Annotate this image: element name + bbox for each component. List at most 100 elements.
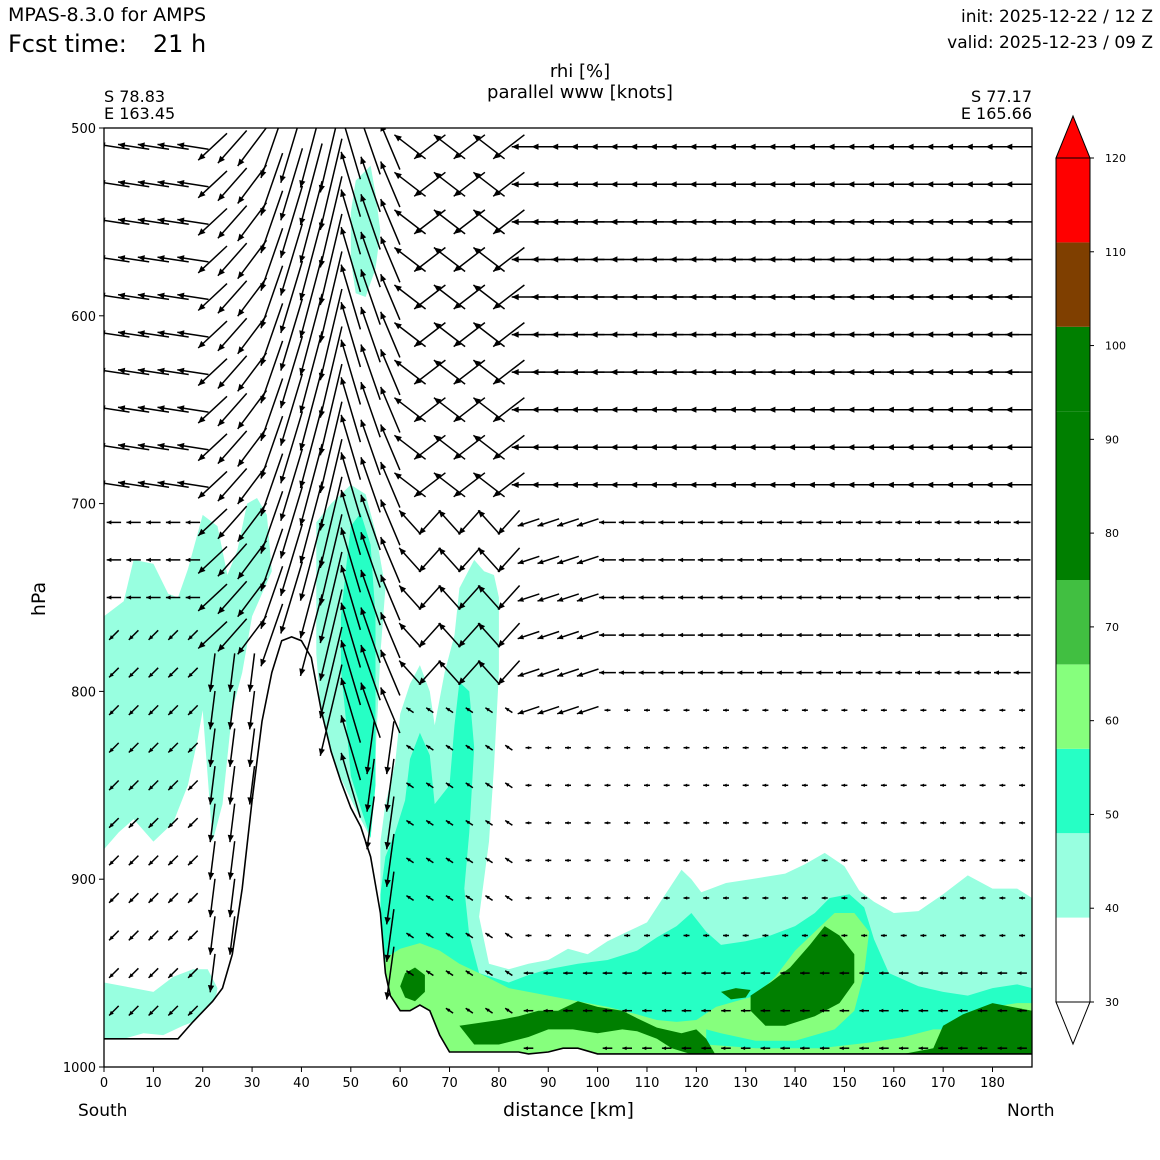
wind-vector-head bbox=[801, 933, 806, 938]
wind-vector-head bbox=[906, 293, 914, 301]
wind-vector-head bbox=[618, 520, 624, 525]
wind-vector bbox=[237, 314, 268, 355]
colorbar-segment bbox=[1056, 242, 1090, 327]
wind-vector-head bbox=[959, 896, 964, 900]
wind-vector-head bbox=[299, 555, 306, 564]
wind-vector-head bbox=[599, 632, 605, 638]
wind-vector-head bbox=[118, 367, 126, 374]
wind-vector-head bbox=[414, 452, 422, 460]
wind-vector-head bbox=[604, 896, 609, 900]
wind-vector bbox=[340, 715, 362, 781]
wind-vector-shaft bbox=[217, 317, 248, 352]
wind-vector bbox=[472, 171, 506, 197]
wind-vector-head bbox=[465, 895, 470, 900]
wind-vector-head bbox=[602, 971, 607, 975]
wind-vector bbox=[413, 171, 446, 197]
wind-vector-head bbox=[565, 933, 569, 938]
wind-vector-head bbox=[128, 635, 134, 640]
wind-vector bbox=[821, 933, 828, 938]
wind-vector-head bbox=[898, 971, 903, 975]
wind-vector bbox=[148, 667, 159, 678]
wind-vector-head bbox=[453, 377, 462, 385]
wind-vector bbox=[126, 557, 141, 563]
wind-vector-head bbox=[1013, 520, 1019, 525]
wind-vector-shaft bbox=[319, 551, 343, 644]
wind-vector-head bbox=[819, 971, 824, 975]
wind-vector bbox=[433, 209, 466, 235]
wind-vector-head bbox=[940, 821, 944, 825]
wind-vector-head bbox=[237, 383, 245, 392]
colorbar-tick-label: 60 bbox=[1105, 715, 1119, 728]
wind-vector-head bbox=[638, 557, 644, 563]
wind-vector bbox=[418, 660, 442, 686]
wind-vector bbox=[279, 298, 304, 371]
y-tick-label: 600 bbox=[71, 310, 96, 325]
wind-vector-head bbox=[748, 218, 756, 226]
wind-vector-head bbox=[498, 677, 505, 685]
wind-vector-head bbox=[247, 797, 254, 805]
wind-vector-shaft bbox=[280, 486, 304, 559]
wind-vector-head bbox=[649, 406, 657, 413]
wind-vector-head bbox=[511, 481, 519, 488]
wind-vector bbox=[1005, 218, 1032, 226]
wind-vector bbox=[167, 667, 179, 678]
wind-vector-head bbox=[340, 189, 347, 198]
wind-vector bbox=[492, 284, 525, 310]
wind-vector-head bbox=[703, 933, 707, 938]
wind-vector-head bbox=[839, 971, 844, 975]
wind-vector-head bbox=[525, 783, 530, 787]
wind-vector bbox=[618, 557, 636, 563]
wind-vector bbox=[187, 742, 199, 754]
wind-vector-head bbox=[137, 405, 145, 412]
wind-vector bbox=[227, 690, 236, 730]
wind-vector bbox=[796, 670, 814, 675]
wind-vector-head bbox=[360, 156, 367, 165]
wind-vector-head bbox=[757, 520, 763, 525]
x-tick-label: 80 bbox=[491, 1076, 508, 1091]
wind-vector bbox=[453, 246, 486, 273]
south-label: South bbox=[78, 1101, 128, 1121]
wind-vector bbox=[177, 367, 209, 376]
wind-vector bbox=[445, 744, 454, 751]
wind-vector-head bbox=[723, 708, 727, 712]
wind-vector bbox=[663, 783, 670, 787]
wind-vector-shaft bbox=[385, 796, 395, 850]
wind-vector-head bbox=[118, 180, 126, 186]
wind-vector-head bbox=[493, 152, 501, 159]
wind-vector bbox=[360, 607, 381, 663]
wind-vector-head bbox=[886, 481, 894, 488]
wind-vector-head bbox=[473, 285, 481, 292]
wind-vector-head bbox=[999, 783, 1004, 787]
wind-vector bbox=[340, 377, 362, 443]
wind-vector-head bbox=[859, 971, 864, 975]
wind-vector-head bbox=[453, 490, 462, 497]
wind-vector-head bbox=[723, 746, 727, 750]
wind-vector-head bbox=[703, 746, 707, 750]
wind-vector-head bbox=[318, 335, 325, 343]
wind-vector-head bbox=[709, 143, 717, 150]
wind-vector-head bbox=[985, 444, 993, 451]
wind-vector-head bbox=[926, 444, 934, 451]
wind-vector bbox=[260, 228, 284, 291]
wind-vector bbox=[565, 933, 571, 938]
wind-vector-head bbox=[146, 595, 151, 600]
wind-vector-head bbox=[622, 1008, 627, 1013]
wind-vector bbox=[217, 280, 248, 314]
wind-vector-head bbox=[299, 292, 306, 301]
wind-vector-head bbox=[118, 292, 126, 299]
wind-vector bbox=[457, 584, 481, 611]
wind-vector bbox=[895, 595, 913, 600]
wind-vector bbox=[128, 930, 139, 941]
wind-vector-head bbox=[678, 670, 684, 675]
wind-vector-head bbox=[737, 670, 743, 675]
wind-vector-head bbox=[661, 1008, 667, 1013]
wind-vector-head bbox=[663, 933, 668, 938]
wind-vector bbox=[418, 622, 442, 648]
wind-vector-head bbox=[644, 821, 648, 825]
wind-vector bbox=[279, 486, 304, 559]
wind-vector bbox=[247, 690, 256, 730]
wind-vector-head bbox=[531, 369, 539, 376]
wind-vector bbox=[900, 858, 907, 863]
wind-vector bbox=[237, 239, 268, 280]
wind-vector-head bbox=[721, 1008, 726, 1013]
